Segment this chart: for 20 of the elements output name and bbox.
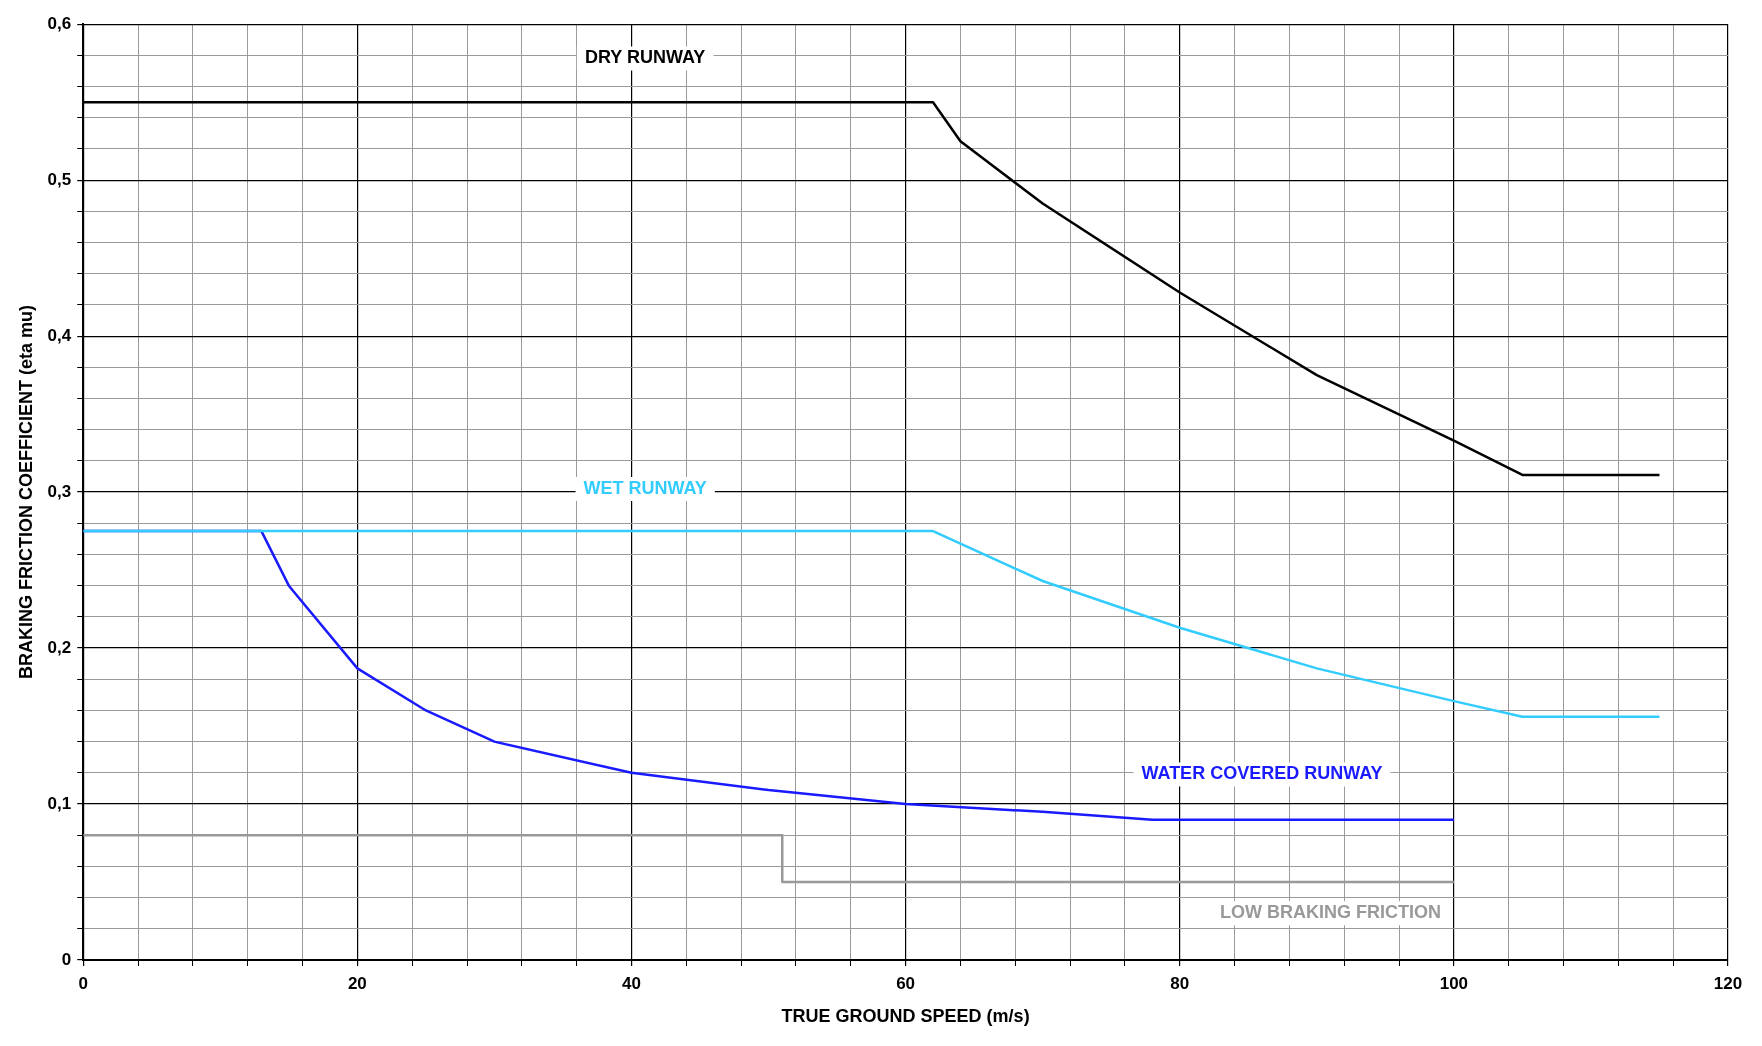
y-tick-label: 0,4 [47, 325, 72, 345]
y-tick-label: 0,5 [47, 169, 72, 189]
x-tick-label: 120 [1713, 973, 1743, 993]
y-tick-label: 0,1 [47, 793, 72, 813]
x-tick-label: 100 [1439, 973, 1469, 993]
x-tick-label: 60 [896, 973, 916, 993]
y-tick-label: 0 [61, 949, 72, 969]
x-tick-label: 40 [622, 973, 641, 993]
x-axis-title: TRUE GROUND SPEED (m/s) [781, 1006, 1030, 1027]
series-label: WET RUNWAY [583, 477, 707, 498]
series-label: LOW BRAKING FRICTION [1220, 902, 1442, 923]
y-axis-title: BRAKING FRICTION COEFFICIENT (eta mu) [15, 305, 36, 680]
x-tick-label: 0 [78, 973, 88, 993]
series-label: WATER COVERED RUNWAY [1141, 763, 1383, 784]
y-tick-label: 0,6 [47, 13, 72, 33]
series-label: DRY RUNWAY [585, 47, 706, 68]
x-tick-label: 20 [347, 973, 367, 993]
x-tick-label: 80 [1170, 973, 1190, 993]
y-tick-label: 0,2 [47, 637, 72, 657]
y-tick-label: 0,3 [47, 481, 72, 501]
